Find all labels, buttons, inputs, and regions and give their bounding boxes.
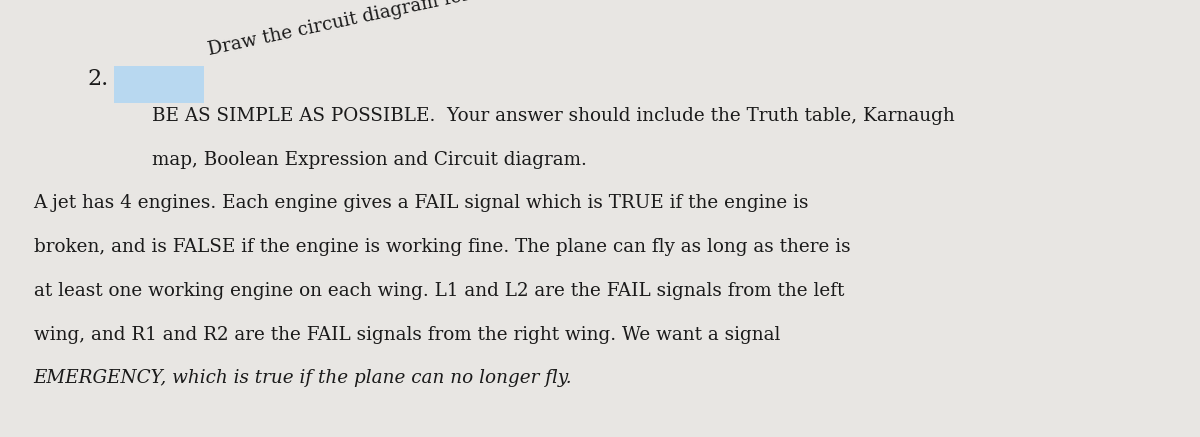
Text: Draw the circuit diagram for the following circuit. YOUR CIRCUIT MUST: Draw the circuit diagram for the followi…	[206, 0, 880, 59]
Text: 2.: 2.	[88, 68, 109, 90]
Text: broken, and is FALSE if the engine is working fine. The plane can fly as long as: broken, and is FALSE if the engine is wo…	[34, 238, 851, 256]
Text: A jet has 4 engines. Each engine gives a FAIL signal which is TRUE if the engine: A jet has 4 engines. Each engine gives a…	[34, 194, 809, 212]
Text: EMERGENCY, which is true if the plane can no longer fly.: EMERGENCY, which is true if the plane ca…	[34, 369, 572, 387]
Text: at least one working engine on each wing. L1 and L2 are the FAIL signals from th: at least one working engine on each wing…	[34, 282, 844, 300]
Text: BE AS SIMPLE AS POSSIBLE.  Your answer should include the Truth table, Karnaugh: BE AS SIMPLE AS POSSIBLE. Your answer sh…	[152, 107, 955, 125]
Text: map, Boolean Expression and Circuit diagram.: map, Boolean Expression and Circuit diag…	[152, 151, 587, 169]
Text: wing, and R1 and R2 are the FAIL signals from the right wing. We want a signal: wing, and R1 and R2 are the FAIL signals…	[34, 326, 780, 343]
Bar	[114, 66, 204, 103]
